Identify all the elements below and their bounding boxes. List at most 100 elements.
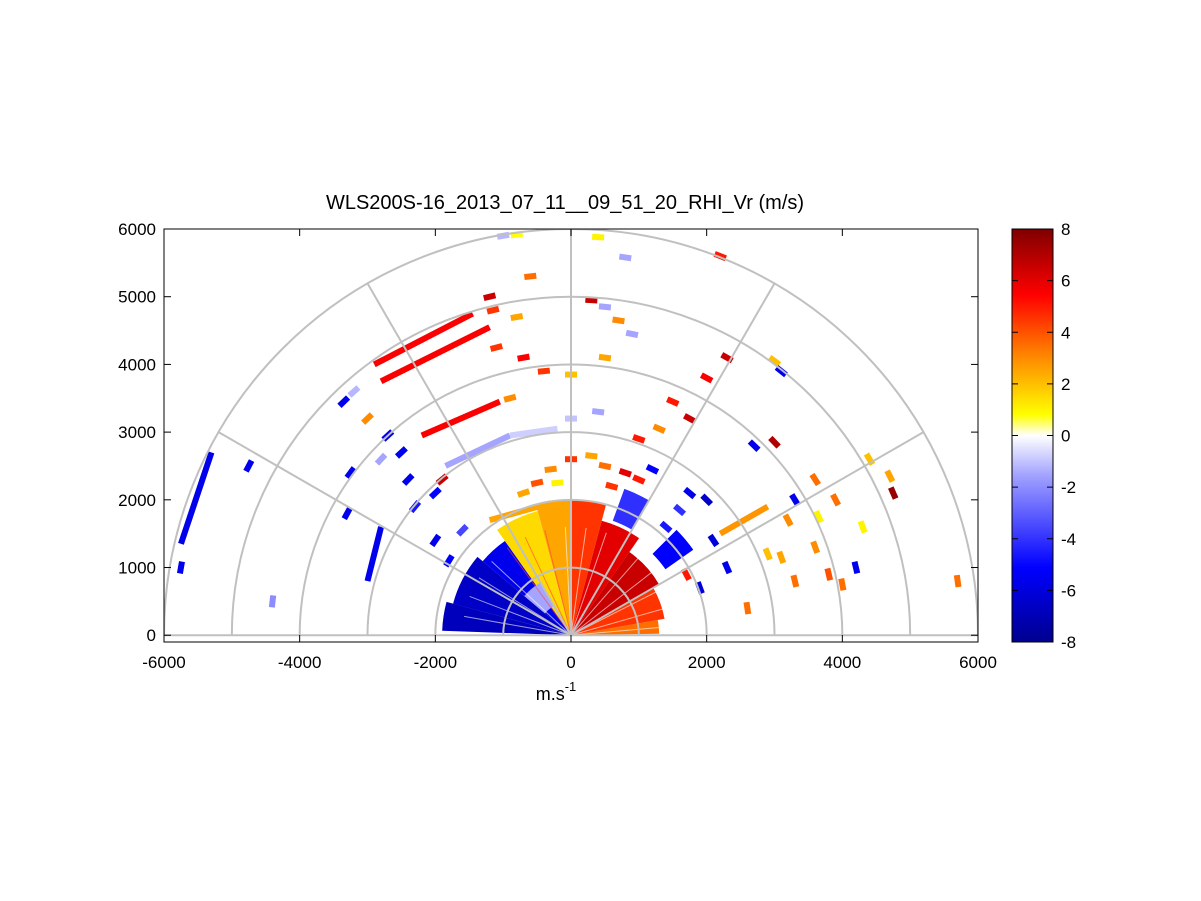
data-point-16	[489, 343, 503, 352]
data-point-42	[810, 540, 821, 554]
chart-title: WLS200S-16_2013_07_11__09_51_20_RHI_Vr (…	[326, 192, 804, 214]
x-axis-label-text: m.s	[536, 684, 565, 704]
beam-line-16	[570, 604, 676, 636]
data-point-58	[428, 486, 442, 500]
data-point-25	[591, 408, 605, 416]
data-point-79	[585, 452, 598, 460]
x-axis-label: m.s-1	[536, 679, 577, 704]
data-point-35	[789, 493, 801, 507]
y-tick-label-1: 1000	[118, 559, 156, 578]
data-point-50	[337, 395, 351, 408]
data-point-27	[652, 423, 666, 434]
data-point-53	[394, 446, 408, 459]
beam-line-126	[506, 547, 572, 636]
data-streak-5	[444, 432, 512, 469]
data-point-10	[598, 303, 612, 311]
data-point-11	[612, 316, 625, 325]
data-point-33	[888, 486, 899, 500]
data-point-12	[625, 329, 639, 339]
data-point-76	[632, 474, 646, 485]
data-point-23	[683, 413, 697, 425]
data-point-47	[953, 574, 962, 588]
colorbar-tick-label-3: 2	[1061, 375, 1070, 394]
data-point-60	[341, 506, 353, 521]
data-point-70	[659, 520, 673, 534]
polar-spoke-120	[366, 282, 572, 636]
data-point-51	[361, 412, 374, 425]
radar-segment-4	[571, 499, 607, 632]
data-point-81	[544, 465, 557, 474]
colorbar-tick-label-6: -4	[1061, 530, 1076, 549]
data-point-21	[699, 372, 714, 384]
polar-spoke-30	[570, 431, 924, 637]
y-tick-label-2: 2000	[118, 491, 156, 510]
beam-line-115	[524, 536, 572, 636]
data-point-48	[743, 601, 752, 615]
data-point-8	[524, 272, 537, 281]
data-streak-0	[178, 451, 215, 545]
data-point-68	[700, 493, 714, 507]
beam-line-159	[469, 595, 572, 636]
data-point-14	[767, 355, 782, 368]
data-point-63	[268, 595, 277, 608]
data-streak-7	[488, 500, 552, 524]
polar-spoke-150	[218, 431, 572, 637]
data-point-54	[374, 452, 388, 466]
data-point-84	[605, 481, 619, 491]
data-point-7	[510, 313, 524, 321]
radar-segment-10	[524, 582, 555, 614]
data-streak-2	[372, 310, 475, 368]
x-tick-label-6: 6000	[959, 653, 997, 672]
colorbar	[1011, 228, 1054, 643]
data-streak-4	[420, 398, 501, 439]
data-point-32	[884, 469, 896, 483]
colorbar-tick-label-2: 4	[1061, 323, 1070, 342]
x-tick-label-2: -2000	[414, 653, 457, 672]
beam-line-71	[570, 532, 607, 636]
x-axis-label-superscript: -1	[565, 679, 577, 694]
y-tick-label-5: 5000	[118, 288, 156, 307]
radar-segment-8	[453, 556, 569, 635]
radar-segment-11	[652, 529, 694, 570]
colorbar-ticks: 8 6 4 2 0 -2 -4 -6 -8	[1012, 220, 1076, 652]
data-point-46	[838, 578, 847, 591]
beam-line-49	[570, 553, 643, 636]
x-tick-labels: -6000 -4000 -2000 0 2000 4000 6000	[142, 653, 997, 672]
data-point-17	[517, 353, 530, 362]
data-point-38	[857, 520, 868, 534]
data-point-37	[813, 510, 824, 524]
beam-line-104	[544, 529, 572, 636]
data-point-62	[176, 561, 185, 574]
colorbar-tick-label-7: -6	[1061, 581, 1076, 600]
data-point-43	[851, 560, 861, 575]
data-streak-3	[379, 324, 491, 385]
data-streak-1	[364, 526, 384, 582]
data-point-24	[503, 393, 517, 403]
y-tick-label-3: 3000	[118, 423, 156, 442]
data-point-56	[401, 473, 415, 486]
beam-line-82	[570, 527, 587, 636]
data-point-64	[429, 533, 442, 548]
axis-ticks	[163, 228, 979, 642]
y-tick-labels: 0 1000 2000 3000 4000 5000 6000	[118, 220, 156, 645]
colorbar-tick-label-1: 6	[1061, 272, 1070, 291]
y-tick-label-4: 4000	[118, 355, 156, 374]
data-point-22	[666, 396, 680, 407]
data-point-77	[645, 464, 660, 475]
data-point-40	[762, 547, 773, 561]
data-point-75	[618, 467, 632, 478]
data-point-6	[486, 305, 500, 315]
data-point-29	[747, 439, 761, 452]
data-point-69	[673, 503, 687, 517]
x-tick-label-4: 2000	[688, 653, 726, 672]
colorbar-tick-label-5: -2	[1061, 478, 1076, 497]
data-point-67	[683, 486, 697, 500]
beam-line-5	[570, 625, 680, 636]
y-tick-label-6: 6000	[118, 220, 156, 239]
y-tick-label-0: 0	[147, 626, 156, 645]
data-point-65	[456, 523, 469, 537]
data-point-83	[551, 479, 564, 487]
data-point-5	[483, 292, 497, 302]
data-point-28	[632, 434, 646, 444]
radar-segment-2	[572, 552, 660, 634]
